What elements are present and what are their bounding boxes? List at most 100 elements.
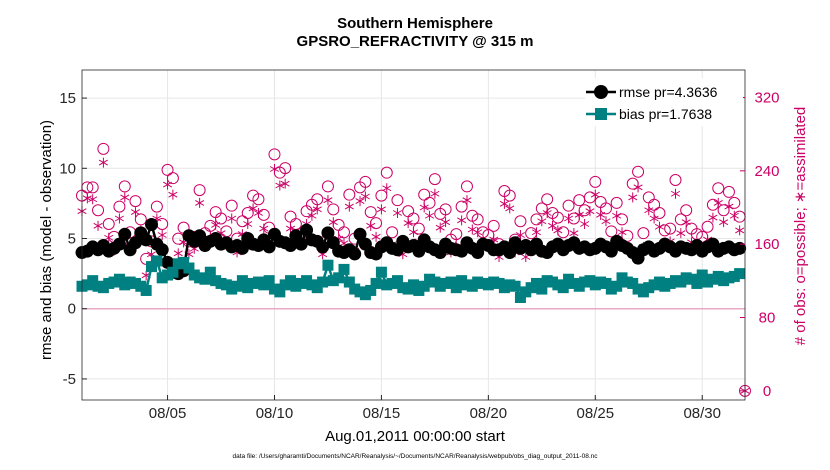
assimilated-obs-marker: [515, 230, 525, 240]
plot-frame: [81, 69, 746, 401]
y-tick-label: 5: [68, 231, 76, 248]
assimilated-obs-marker: [269, 164, 280, 174]
rmse-marker: [321, 226, 335, 240]
assimilated-obs-marker: [601, 216, 611, 227]
possible-obs-marker: [161, 163, 174, 176]
assimilated-obs-marker: [564, 213, 574, 224]
assimilated-obs-marker: [574, 209, 584, 220]
x-tick-label: 08/30: [683, 405, 721, 422]
assimilated-obs-marker: [644, 205, 654, 216]
bias-marker: [530, 277, 542, 289]
possible-obs-marker: [642, 191, 655, 204]
assimilated-obs-marker: [441, 217, 451, 228]
rmse-marker: [284, 239, 298, 253]
assimilated-obs-marker: [729, 210, 739, 221]
possible-obs-marker: [134, 213, 147, 226]
assimilated-obs-marker: [195, 197, 205, 208]
assimilated-obs-marker: [681, 217, 691, 228]
bias-marker: [263, 275, 275, 287]
possible-obs-marker: [616, 213, 629, 226]
assimilated-obs-marker: [499, 198, 509, 209]
y-right-tick-label: 80: [759, 310, 776, 327]
x-tick-label: 08/20: [470, 405, 508, 422]
rmse-marker: [128, 236, 142, 250]
bias-marker: [445, 276, 457, 288]
assimilated-obs-marker: [457, 215, 467, 226]
bias-marker: [311, 282, 323, 294]
assimilated-obs-marker: [82, 193, 92, 204]
x-axis-label: Aug.01,2011 00:00:00 start: [325, 428, 506, 445]
rmse-marker: [300, 223, 314, 237]
possible-obs-marker: [215, 212, 228, 225]
possible-obs-marker: [562, 199, 575, 212]
possible-obs-marker: [359, 175, 372, 188]
rmse-marker: [112, 237, 126, 251]
bias-marker: [231, 280, 243, 292]
assimilated-obs-marker: [612, 210, 622, 221]
bias-marker: [450, 282, 462, 294]
possible-obs-marker: [118, 180, 131, 193]
assimilated-obs-marker: [596, 209, 606, 220]
assimilated-obs-marker: [654, 221, 665, 232]
assimilated-obs-marker: [531, 227, 542, 238]
assimilated-obs-marker: [547, 220, 558, 231]
possible-obs-marker: [728, 196, 741, 209]
y-axis-label: rmse and bias (model - observation): [38, 120, 55, 360]
assimilated-obs-marker: [430, 188, 440, 199]
bias-marker: [167, 266, 179, 278]
bias-marker: [113, 273, 125, 285]
assimilated-obs-marker: [157, 230, 167, 240]
assimilated-obs-marker: [371, 231, 381, 242]
assimilated-obs-marker: [435, 222, 445, 233]
assimilated-obs-marker: [98, 157, 108, 168]
possible-obs-marker: [530, 213, 543, 226]
rmse-marker: [155, 243, 169, 257]
bias-marker: [536, 283, 548, 295]
possible-obs-marker: [166, 172, 179, 185]
assimilated-obs-marker: [328, 217, 338, 228]
possible-obs-marker: [557, 226, 570, 239]
y-axis-left-ticks: -5 0 5 10 15: [59, 90, 87, 388]
possible-obs-marker: [220, 225, 233, 238]
assimilated-obs-marker: [280, 178, 290, 189]
bias-marker: [365, 284, 377, 296]
bias-marker: [199, 273, 211, 285]
assimilated-obs-marker: [585, 206, 595, 217]
assimilated-obs-marker: [553, 225, 563, 236]
bias-marker: [691, 277, 703, 289]
assimilated-obs-marker: [168, 189, 178, 200]
bias-marker: [343, 276, 355, 288]
assimilated-obs-marker: [590, 189, 600, 200]
chart-subtitle: GPSRO_REFRACTIVITY @ 315 m: [297, 33, 534, 50]
possible-obs-marker: [706, 198, 719, 211]
possible-obs-marker: [471, 213, 484, 226]
assimilated-obs-marker: [275, 180, 285, 191]
bias-marker: [317, 276, 329, 288]
assimilated-obs-marker: [408, 227, 419, 238]
possible-obs-marker: [225, 199, 238, 212]
chart-title: Southern Hemisphere: [337, 15, 493, 32]
possible-obs-marker: [193, 184, 206, 197]
possible-obs-marker: [717, 204, 730, 217]
possible-obs-marker: [327, 203, 340, 216]
y-right-tick-label: 320: [754, 90, 779, 107]
bias-marker: [322, 259, 334, 271]
possible-obs-marker: [364, 206, 377, 219]
bias-marker: [87, 275, 99, 287]
assimilated-obs-marker: [467, 224, 477, 235]
x-tick-label: 08/10: [256, 405, 294, 422]
possible-obs-marker: [156, 218, 169, 230]
bias-marker: [627, 277, 639, 289]
x-tick-label: 08/25: [577, 405, 615, 422]
possible-obs-marker: [455, 200, 468, 213]
rmse-marker: [316, 240, 330, 254]
possible-obs-marker: [701, 220, 714, 233]
legend-rmse-label: rmse pr=4.3636: [619, 84, 718, 100]
assimilated-obs-marker: [713, 197, 723, 208]
possible-obs-marker: [92, 204, 105, 217]
assimilated-obs-marker: [307, 210, 317, 221]
assimilated-obs-marker: [708, 212, 718, 223]
assimilated-obs-marker: [724, 201, 734, 212]
possible-obs-marker: [402, 205, 415, 218]
